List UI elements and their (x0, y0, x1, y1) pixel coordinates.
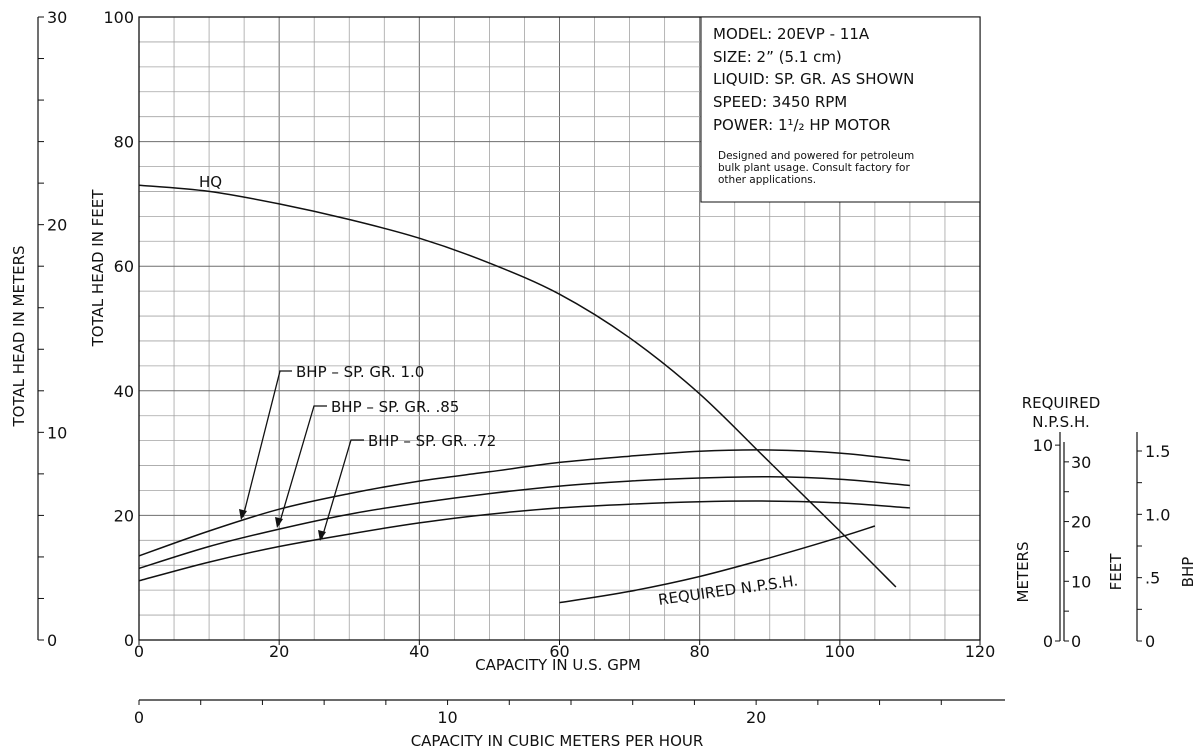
bhp-85-label: BHP – SP. GR. .85 (331, 398, 459, 416)
npsh-curve-label: REQUIRED N.P.S.H. (657, 572, 799, 609)
bhp-tick-label: .5 (1145, 569, 1160, 588)
npsh-feet-tick-label: 0 (1071, 632, 1081, 651)
bhp-72-label: BHP – SP. GR. .72 (368, 432, 496, 450)
bhp-sp-gr-1-0-curve (138, 449, 910, 557)
npsh-feet-tick-label: 30 (1071, 453, 1091, 472)
series-group (138, 184, 910, 604)
npsh-feet-title: FEET (1107, 553, 1125, 591)
bhp-72-leader (321, 439, 364, 539)
hq-curve-label: HQ (199, 173, 222, 191)
info-model: MODEL: 20EVP - 11A (713, 25, 870, 43)
info-box-frame (700, 16, 981, 203)
x-tick-label: 40 (409, 642, 429, 661)
bhp-1-0-arrowhead (239, 509, 247, 520)
y-tick-label: 20 (114, 506, 134, 525)
info-box: MODEL: 20EVP - 11A SIZE: 2” (5.1 cm) LIQ… (700, 16, 981, 203)
bhp-1-0-label: BHP – SP. GR. 1.0 (296, 363, 424, 381)
required-npsh-curve (559, 525, 876, 604)
x-tick-label: 80 (689, 642, 709, 661)
x-axis-title-m3h: CAPACITY IN CUBIC METERS PER HOUR (411, 732, 704, 750)
bhp-72-arrowhead (318, 530, 326, 541)
npsh-feet-tick-label: 20 (1071, 513, 1091, 532)
bhp-sp-gr-72-curve (138, 500, 910, 582)
x-tick-label: 20 (269, 642, 289, 661)
x-tick-label: 100 (825, 642, 856, 661)
bhp-85-arrowhead (275, 517, 283, 528)
leader-arrowheads (239, 509, 326, 541)
meters-tick-label: 0 (47, 631, 57, 650)
bhp-axis-title: BHP (1179, 557, 1197, 588)
info-note-2: bulk plant usage. Consult factory for (718, 162, 910, 174)
bhp-tick-label: 1.0 (1145, 505, 1170, 524)
x-tick-label: 120 (965, 642, 996, 661)
meters-tick-label: 10 (47, 423, 67, 442)
y-tick-label: 0 (124, 631, 134, 650)
info-note-3: other applications. (718, 174, 816, 186)
bhp-tick-label: 1.5 (1145, 442, 1170, 461)
info-size: SIZE: 2” (5.1 cm) (713, 48, 842, 66)
npsh-meters-title: METERS (1014, 541, 1032, 602)
npsh-meters-tick-label: 10 (1033, 436, 1053, 455)
y-axis-title-feet: TOTAL HEAD IN FEET (89, 189, 107, 348)
info-speed: SPEED: 3450 RPM (713, 93, 847, 111)
y-tick-label: 40 (114, 382, 134, 401)
meters-tick-label: 20 (47, 216, 67, 235)
x-tick-label: 60 (549, 642, 569, 661)
label-leaders (242, 370, 364, 539)
y-tick-label: 80 (114, 133, 134, 152)
x-axis-title-gpm: CAPACITY IN U.S. GPM (475, 656, 641, 674)
npsh-title-line-1: REQUIRED (1022, 394, 1101, 412)
info-power: POWER: 1¹/₂ HP MOTOR (713, 116, 891, 134)
npsh-title-line-2: N.P.S.H. (1032, 413, 1090, 431)
info-note-1: Designed and powered for petroleum (718, 150, 914, 162)
m3h-tick-label: 10 (437, 708, 457, 727)
bhp-85-leader (278, 405, 327, 526)
m3h-tick-label: 0 (134, 708, 144, 727)
bhp-sp-gr-85-curve (138, 476, 910, 570)
hq-curve (138, 184, 897, 588)
y-axis-title-meters: TOTAL HEAD IN METERS (10, 245, 28, 427)
y-tick-label: 60 (114, 257, 134, 276)
x-tick-label: 0 (134, 642, 144, 661)
meters-tick-label: 30 (47, 8, 67, 27)
npsh-feet-tick-label: 10 (1071, 572, 1091, 591)
npsh-meters-tick-label: 0 (1043, 632, 1053, 651)
m3h-tick-label: 20 (746, 708, 766, 727)
info-liquid: LIQUID: SP. GR. AS SHOWN (713, 70, 914, 88)
bhp-tick-label: 0 (1145, 632, 1155, 651)
bhp-1-0-leader (242, 370, 292, 518)
y-tick-label: 100 (103, 8, 134, 27)
